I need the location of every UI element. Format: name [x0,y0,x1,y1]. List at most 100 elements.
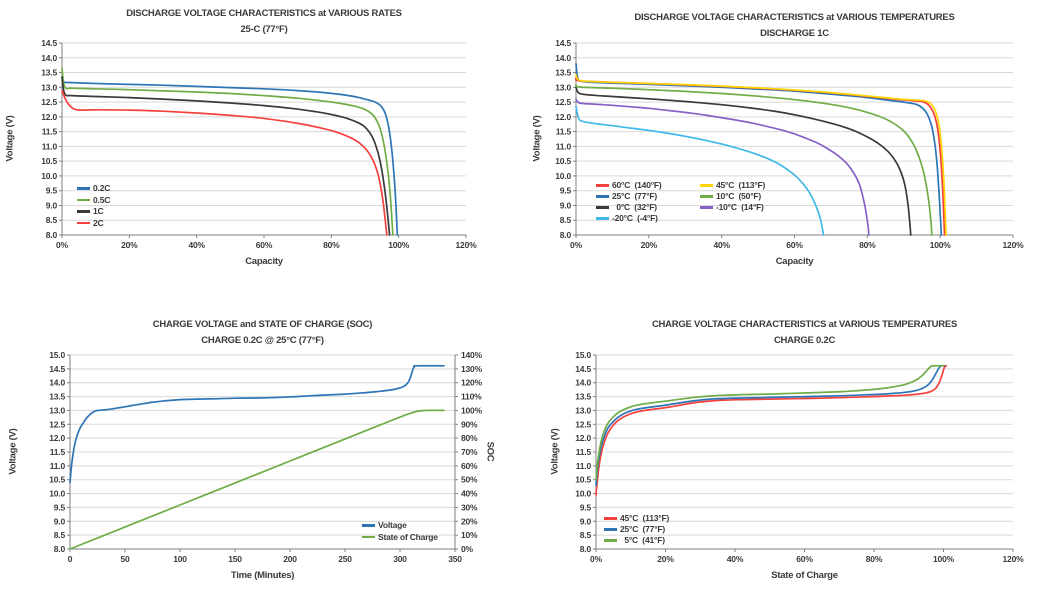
y-tick-label: 10.0 [555,171,571,181]
y-axis-title: Voltage (V) [4,115,16,162]
x-axis-title: Time (Minutes) [230,570,295,581]
x-tick-label: 100% [930,240,952,250]
legend-label: 25°C (77°F) [620,524,666,534]
legend-label: 5°C (41°F) [620,535,665,545]
y-tick-label: 9.5 [560,186,572,196]
y-tick-label: 8.5 [46,215,58,225]
legend-swatch [604,528,617,531]
y-tick-label: 12.0 [49,433,65,443]
legend-label: State of Charge [378,531,438,542]
legend-label: 2C [93,217,104,228]
legend-swatch [596,206,609,209]
y-tick-label: 11.0 [576,461,592,471]
legend-swatch [596,195,609,198]
legend-swatch [77,187,90,190]
chart-title: CHARGE VOLTAGE CHARACTERISTICS at VARIOU… [651,319,958,330]
x-tick-label: 0% [590,554,603,564]
y2-tick-label: 140% [461,350,483,360]
y-tick-label: 9.5 [46,186,58,196]
y2-tick-label: 40% [461,489,478,499]
y-tick-label: 12.5 [49,419,65,429]
y-tick-label: 10.5 [555,156,571,166]
legend-label: 0.5C [93,194,111,205]
y-tick-label: 13.0 [575,405,591,415]
legend-swatch [604,517,617,520]
charge-temps-plot: 8.0 8.5 9.0 9.5 10.0 10.5 11.0 11.5 12.0 12.5 13.0… [575,350,1025,564]
y-tick-label: 8.5 [560,215,572,225]
chart-subtitle: CHARGE 0.2C [773,335,836,346]
y-tick-label: 15.0 [575,350,591,360]
x-tick-label: 200 [283,554,297,564]
legend-entry: 5°C (41°F) [604,536,665,545]
y2-tick-label: 0% [461,544,474,554]
legend-swatch [362,535,375,539]
x-tick-label: 60% [796,554,813,564]
legend-label: Voltage [378,520,407,530]
y-axis-title: Voltage (V) [531,115,543,162]
y-tick-label: 14.5 [49,364,65,374]
y-tick-label: 11.0 [42,141,58,151]
series-line [61,76,391,236]
y-tick-label: 11.5 [50,447,66,457]
y-tick-label: 8.5 [54,530,66,540]
y-tick-label: 14.0 [49,378,65,388]
legend-swatch [596,217,609,220]
legend-label: 45°C (113°F) [716,180,766,190]
legend-swatch [700,195,713,198]
series-line [595,364,948,496]
series-line [69,409,445,550]
legend-label: 0.2C [93,183,111,193]
legend-label: 10°C (50°F) [716,191,762,201]
x-tick-label: 120% [456,240,478,250]
y-tick-label: 13.5 [49,392,65,402]
series-line [61,67,394,236]
discharge-rates-plot: 8.0 8.5 9.0 9.5 10.0 10.5 11.0 11.5 12.0 12.5 13.0… [41,38,478,250]
x-axis-title: Capacity [775,256,814,267]
x-tick-label: 80% [866,554,883,564]
x-tick-label: 100% [388,240,410,250]
x-tick-label: 0 [68,554,73,564]
y2-tick-label: 100% [461,405,483,415]
y2-tick-label: 90% [461,419,478,429]
y-tick-label: 11.0 [556,141,572,151]
legend-entry: 0.5C [77,194,111,205]
y-tick-label: 13.5 [575,392,591,402]
y-tick-label: 14.0 [555,53,571,63]
chart-title: CHARGE VOLTAGE and STATE OF CHARGE (SOC) [152,319,373,330]
y-tick-label: 10.0 [575,489,591,499]
legend-label: -20°C (-4°F) [612,213,658,223]
y-tick-label: 12.0 [575,433,591,443]
x-tick-label: 50 [120,554,130,564]
y-tick-label: 12.0 [41,112,57,122]
chart-subtitle: CHARGE 0.2C @ 25°C (77°F) [201,335,324,346]
y-tick-label: 11.5 [42,127,58,137]
x-tick-label: 20% [121,240,138,250]
chart-charge-temps: 8.0 8.5 9.0 9.5 10.0 10.5 11.0 11.5 12.0 12.5 13.0… [530,296,1060,592]
x-axis-title: State of Charge [771,570,838,581]
y-tick-label: 13.0 [41,82,57,92]
y-tick-label: 11.5 [556,127,572,137]
x-tick-label: 80% [323,240,340,250]
legend-entry: -10°C (14°F) [700,203,764,212]
legend-entry: Voltage [362,521,407,530]
y-axis-title: Voltage (V) [549,428,561,475]
series-line [574,84,933,236]
legend-swatch [604,539,617,542]
chart-title: DISCHARGE VOLTAGE CHARACTERISTICS at VAR… [634,12,955,23]
series-line [575,62,943,236]
x-tick-label: 120% [1003,240,1025,250]
legend-entry: 1C [77,207,104,216]
series-line [575,98,870,236]
y-tick-label: 13.0 [555,82,571,92]
y2-tick-label: 110% [461,392,482,402]
legend-entry: 25°C (77°F) [604,525,665,534]
x-tick-label: 80% [859,240,876,250]
x-tick-label: 350 [448,554,462,564]
y-tick-label: 14.0 [575,378,591,388]
series-line [575,74,947,236]
legend-swatch [362,524,375,527]
x-tick-label: 120% [1003,554,1025,564]
y-tick-label: 14.5 [555,38,571,48]
x-tick-label: 40% [713,240,730,250]
